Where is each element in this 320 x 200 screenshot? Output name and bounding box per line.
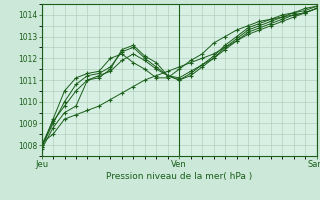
X-axis label: Pression niveau de la mer( hPa ): Pression niveau de la mer( hPa ) xyxy=(106,172,252,181)
